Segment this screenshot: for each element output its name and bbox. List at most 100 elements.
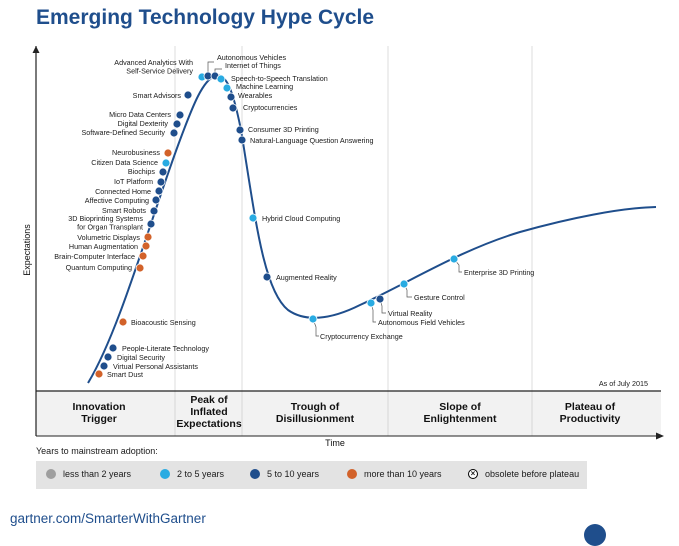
technology-dot[interactable] xyxy=(183,90,193,100)
technology-dot[interactable] xyxy=(141,241,151,251)
technology-marker[interactable]: Brain-Computer Interface xyxy=(54,251,148,261)
technology-marker[interactable]: Quantum Computing xyxy=(66,263,145,273)
technology-label-line2: Self-Service Delivery xyxy=(126,67,193,76)
legend-label: more than 10 years xyxy=(364,469,442,479)
technology-dot[interactable] xyxy=(135,263,145,273)
axes: Expectations Time As of July 2015 xyxy=(22,46,664,448)
technology-dot[interactable] xyxy=(222,83,232,93)
technology-label: Autonomous Vehicles xyxy=(217,53,287,62)
technology-dot[interactable] xyxy=(118,317,128,327)
hype-curve-line xyxy=(87,74,657,384)
legend-swatch xyxy=(160,469,170,479)
technology-marker[interactable]: Machine Learning xyxy=(222,82,293,93)
technology-label: Hybrid Cloud Computing xyxy=(262,214,340,223)
technology-marker[interactable]: Enterprise 3D Printing xyxy=(449,254,534,277)
technology-marker[interactable]: Natural-Language Question Answering xyxy=(237,135,373,145)
technology-marker[interactable]: Human Augmentation xyxy=(69,241,151,251)
technology-dot[interactable] xyxy=(216,74,226,84)
technology-marker[interactable]: Smart Robots xyxy=(102,206,159,216)
technology-marker[interactable]: Wearables xyxy=(226,91,273,102)
plot-area xyxy=(36,46,661,436)
technology-marker[interactable]: Biochips xyxy=(128,167,168,177)
technology-marker[interactable]: Volumetric Displays xyxy=(77,232,153,242)
technology-marker[interactable]: Neurobusiness xyxy=(112,148,173,158)
technology-marker[interactable]: Connected Home xyxy=(95,186,164,196)
technology-marker[interactable]: Smart Dust xyxy=(94,369,143,379)
technology-marker[interactable]: Smart Advisors xyxy=(133,90,193,100)
technology-dot[interactable] xyxy=(172,119,182,129)
logo-mark xyxy=(584,524,606,546)
technology-marker[interactable]: Micro Data Centers xyxy=(109,110,185,120)
technology-dot[interactable] xyxy=(161,158,171,168)
technology-dot[interactable] xyxy=(248,213,258,223)
technology-dot[interactable] xyxy=(138,251,148,261)
phase-label-line: Trough of xyxy=(291,401,340,413)
technology-marker[interactable]: Virtual Reality xyxy=(375,294,433,318)
technology-dot[interactable] xyxy=(163,148,173,158)
technology-label: Brain-Computer Interface xyxy=(54,252,135,261)
legend-item: × obsolete before plateau xyxy=(468,469,579,479)
technology-marker[interactable]: Cryptocurrency Exchange xyxy=(308,314,403,341)
technology-dot[interactable] xyxy=(146,219,156,229)
technology-label: Cryptocurrencies xyxy=(243,103,298,112)
technology-dot[interactable] xyxy=(149,206,159,216)
technology-label: Human Augmentation xyxy=(69,242,138,251)
technology-marker[interactable]: Affective Computing xyxy=(85,195,161,205)
technology-dot[interactable] xyxy=(375,294,385,304)
technology-marker[interactable]: Hybrid Cloud Computing xyxy=(248,213,340,223)
phase-label-line: Peak of xyxy=(190,394,228,406)
technology-marker[interactable]: Bioacoustic Sensing xyxy=(118,317,196,327)
technology-dot[interactable] xyxy=(399,279,409,289)
technology-dot[interactable] xyxy=(154,186,164,196)
technology-dot[interactable] xyxy=(156,177,166,187)
technology-marker[interactable]: Augmented Reality xyxy=(262,272,337,282)
chart-title: Emerging Technology Hype Cycle xyxy=(36,6,375,29)
technology-dot[interactable] xyxy=(237,135,247,145)
technology-marker[interactable]: Digital Dexterity xyxy=(118,119,182,129)
technology-dot[interactable] xyxy=(151,195,161,205)
technology-dot[interactable] xyxy=(308,314,318,324)
footer-link[interactable]: gartner.com/SmarterWithGartner xyxy=(10,511,206,526)
technology-marker[interactable]: IoT Platform xyxy=(114,177,166,187)
technology-marker[interactable]: Software-Defined Security xyxy=(82,128,179,138)
technology-marker[interactable]: Digital Security xyxy=(103,352,165,362)
technology-label: Machine Learning xyxy=(236,82,293,91)
technology-dot[interactable] xyxy=(94,369,104,379)
technology-dot[interactable] xyxy=(143,232,153,242)
technology-marker[interactable]: Autonomous Field Vehicles xyxy=(366,298,465,327)
technology-label: Micro Data Centers xyxy=(109,110,171,119)
technology-marker[interactable]: Virtual Personal Assistants xyxy=(99,361,198,371)
technology-label: Digital Security xyxy=(117,353,165,362)
technology-dot[interactable] xyxy=(366,298,376,308)
technology-label: Biochips xyxy=(128,167,156,176)
technology-dot[interactable] xyxy=(175,110,185,120)
technology-dot[interactable] xyxy=(99,361,109,371)
technology-label: Smart Dust xyxy=(107,370,143,379)
technology-dot[interactable] xyxy=(158,167,168,177)
technology-dot[interactable] xyxy=(103,352,113,362)
technology-marker[interactable]: Gesture Control xyxy=(399,279,465,302)
technology-dot[interactable] xyxy=(449,254,459,264)
technology-dot[interactable] xyxy=(226,92,236,102)
technology-dot[interactable] xyxy=(228,103,238,113)
technology-label: IoT Platform xyxy=(114,177,153,186)
technology-dot[interactable] xyxy=(235,125,245,135)
technology-marker[interactable]: Citizen Data Science xyxy=(91,158,171,168)
phase-label-line: Disillusionment xyxy=(276,413,355,425)
technology-marker[interactable]: Consumer 3D Printing xyxy=(235,125,319,135)
as-of-note: As of July 2015 xyxy=(599,379,648,388)
technology-marker[interactable]: People-Literate Technology xyxy=(108,343,209,353)
technology-dot[interactable] xyxy=(262,272,272,282)
phase-label-line: Expectations xyxy=(176,418,242,430)
technology-marker[interactable]: Speech-to-Speech Translation xyxy=(216,74,328,84)
technology-marker[interactable]: Cryptocurrencies xyxy=(228,103,298,113)
technology-dot[interactable] xyxy=(169,128,179,138)
technology-label: People-Literate Technology xyxy=(122,344,209,353)
phase-band xyxy=(36,391,661,436)
technology-label: Smart Robots xyxy=(102,206,146,215)
technology-dot[interactable] xyxy=(108,343,118,353)
technology-label: Software-Defined Security xyxy=(82,128,166,137)
